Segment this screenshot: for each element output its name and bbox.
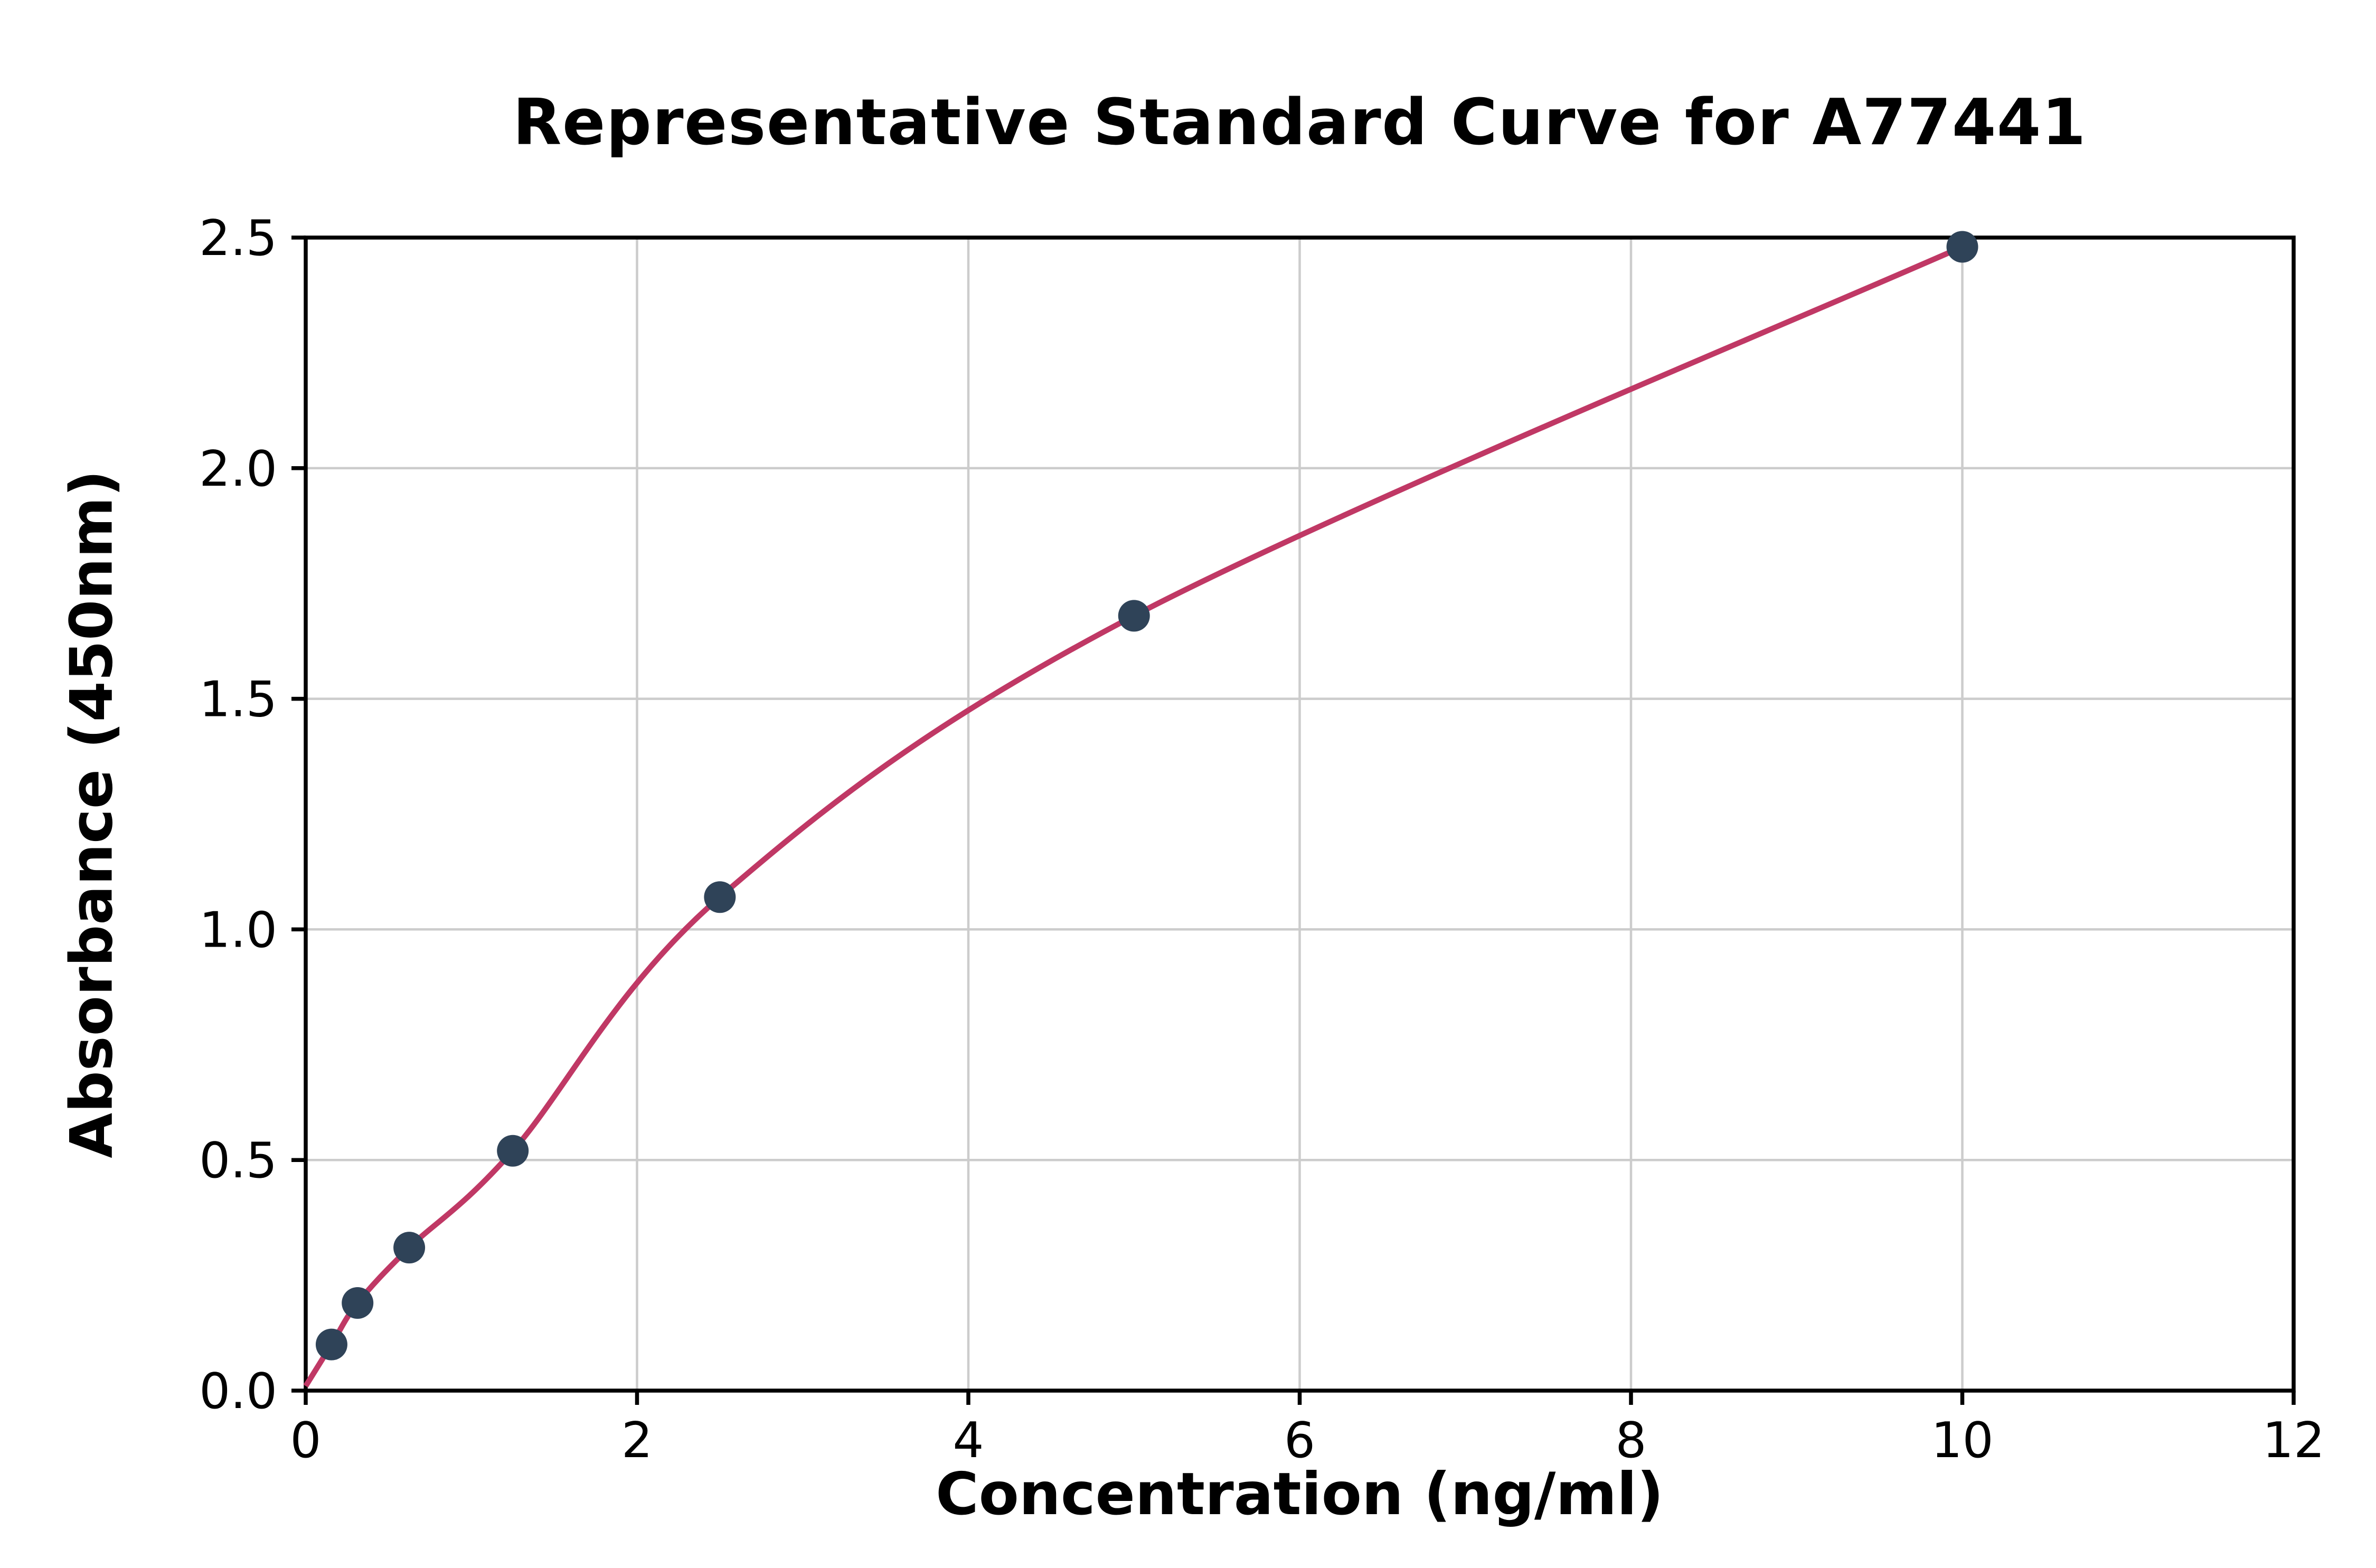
x-tick-label: 8 xyxy=(1615,1412,1646,1469)
x-tick-label: 4 xyxy=(953,1412,984,1469)
y-tick-label: 0.5 xyxy=(199,1132,277,1189)
chart-title: Representative Standard Curve for A77441 xyxy=(513,87,2087,160)
x-tick-label: 6 xyxy=(1284,1412,1315,1469)
x-tick-label: 0 xyxy=(290,1412,321,1469)
fitted-curve xyxy=(303,244,1964,1388)
data-point xyxy=(315,1328,347,1361)
data-point xyxy=(1946,231,1978,263)
y-tick-label: 0.0 xyxy=(199,1363,277,1420)
x-axis-label: Concentration (ng/ml) xyxy=(936,1460,1664,1528)
x-tick-label: 10 xyxy=(1931,1412,1993,1469)
data-point xyxy=(393,1232,426,1264)
data-point xyxy=(1118,600,1150,632)
y-tick-label: 2.0 xyxy=(199,440,277,497)
y-tick-label: 1.0 xyxy=(199,901,277,958)
y-tick-label: 2.5 xyxy=(199,210,277,267)
x-tick-label: 12 xyxy=(2262,1412,2325,1469)
data-point xyxy=(497,1135,529,1167)
x-tick-label: 2 xyxy=(621,1412,653,1469)
data-point xyxy=(704,881,736,913)
y-tick-label: 1.5 xyxy=(199,671,277,728)
data-point xyxy=(342,1287,374,1319)
